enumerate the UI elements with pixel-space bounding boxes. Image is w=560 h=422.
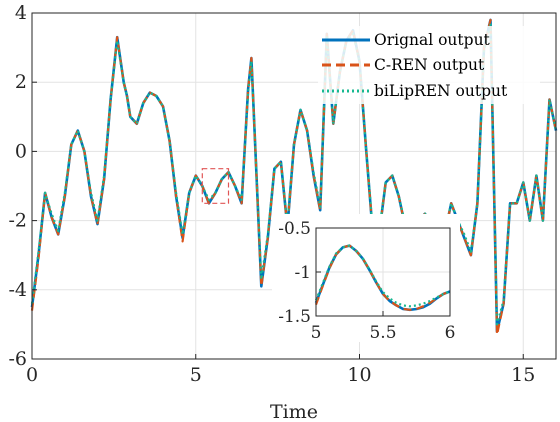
main-ytick-label-1: -4	[8, 279, 27, 301]
inset-ytick-label-1: -1	[294, 263, 311, 283]
main-axis-ticks: 0 5 10 15 -6 -4 -2 0 2 4	[8, 2, 535, 386]
legend: Orignal output C-REN output biLipREN out…	[318, 26, 540, 104]
legend-label-cren: C-REN output	[374, 56, 485, 74]
inset-line-cren	[314, 244, 451, 311]
legend-label-orignal: Orignal output	[374, 31, 491, 49]
inset-axes: 5 5.5 6 -1.5 -1 -0.5	[272, 214, 460, 343]
x-axis-title: Time	[270, 401, 318, 422]
inset-background	[272, 214, 460, 342]
main-xtick-label-3: 15	[511, 364, 535, 386]
main-ytick-label-5: 4	[15, 2, 27, 24]
zoom-box-rect	[201, 168, 230, 204]
inset-axis-ticks: 5 5.5 6 -1.5 -1 -0.5	[278, 219, 455, 343]
zoom-box	[201, 168, 230, 204]
inset-xtick-label-2: 6	[445, 323, 456, 343]
legend-label-bilip: biLipREN output	[374, 82, 508, 100]
main-xtick-label-2: 10	[347, 364, 371, 386]
inset-xtick-label-1: 5.5	[369, 323, 396, 343]
inset-ytick-label-2: -0.5	[278, 219, 311, 239]
inset-xtick-label-0: 5	[311, 323, 322, 343]
main-axes-frame	[31, 12, 557, 360]
inset-series-lines	[314, 244, 451, 312]
main-ytick-label-4: 2	[15, 71, 27, 93]
inset-ytick-label-0: -1.5	[278, 307, 311, 327]
main-ytick-label-3: 0	[15, 140, 27, 162]
main-line-cren	[30, 18, 558, 336]
main-xtick-label-0: 0	[26, 364, 38, 386]
main-ytick-label-2: -2	[8, 210, 27, 232]
main-xtick-label-1: 5	[190, 364, 202, 386]
main-ytick-label-0: -6	[8, 348, 27, 370]
